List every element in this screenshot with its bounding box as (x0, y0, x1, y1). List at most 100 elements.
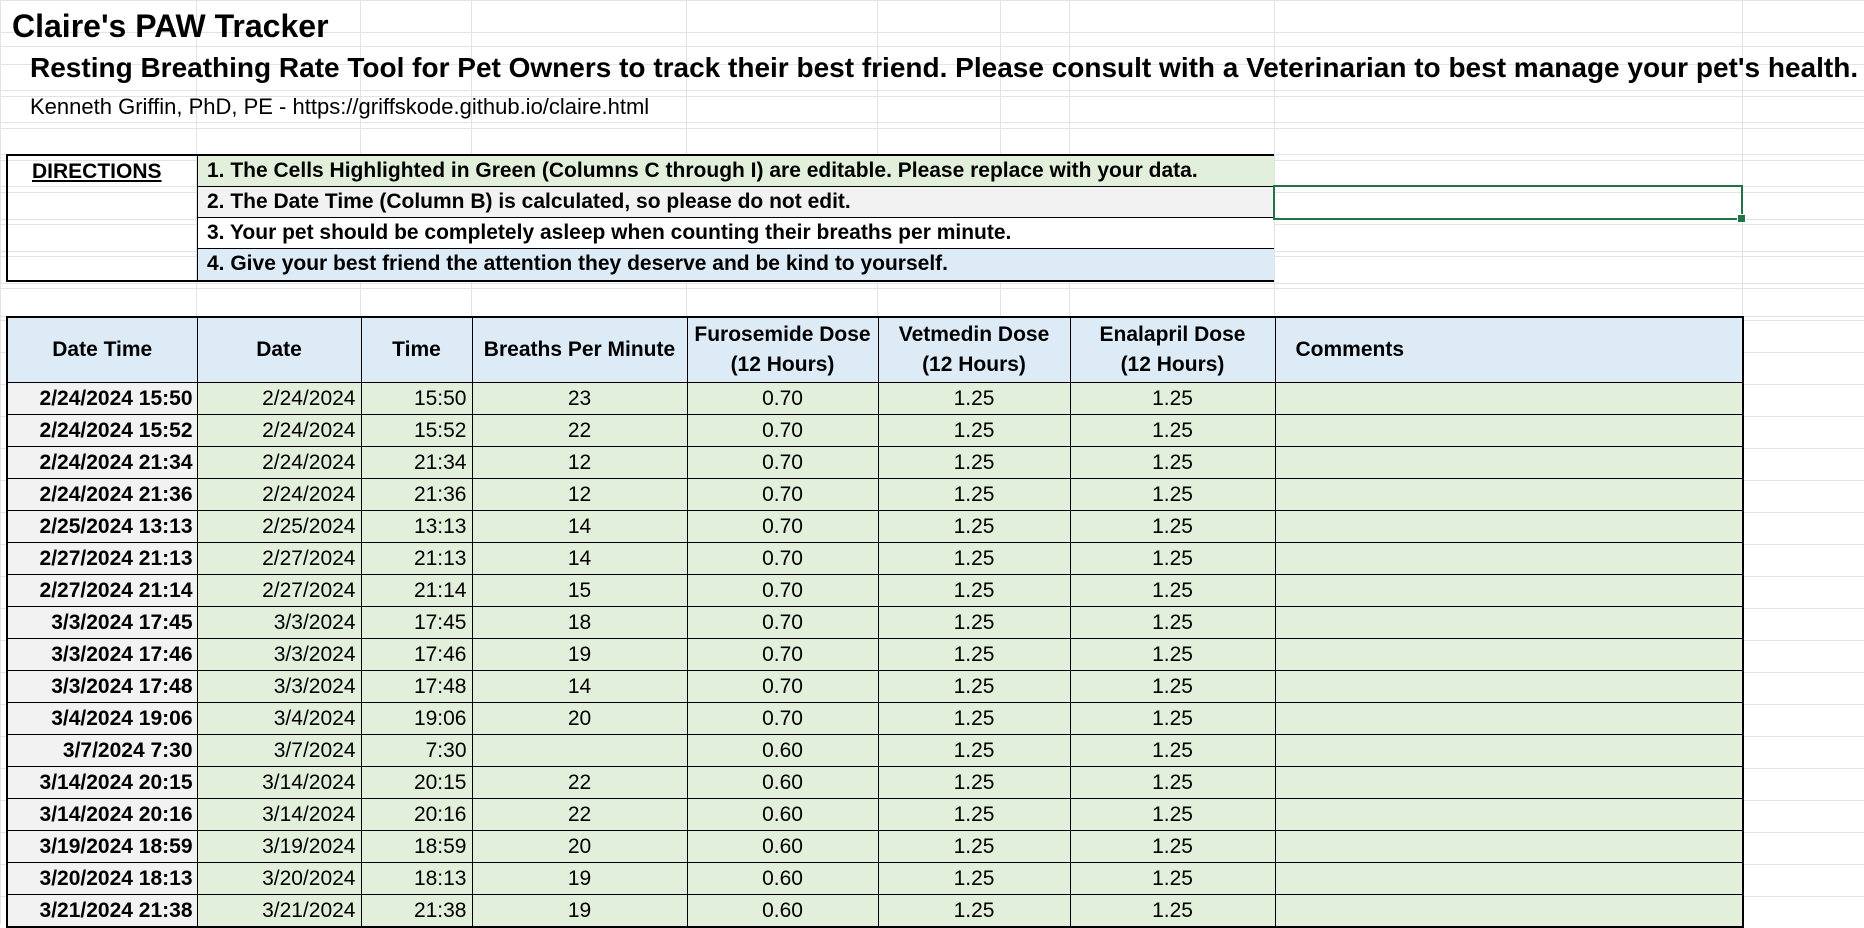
header-date[interactable]: Date (196, 316, 362, 383)
cell-breaths-per-minute[interactable]: 12 (471, 478, 688, 511)
sheet-title[interactable]: Claire's PAW Tracker (12, 8, 329, 44)
cell-date-time[interactable]: 2/24/2024 21:36 (6, 478, 198, 511)
cell-breaths-per-minute[interactable]: 14 (471, 670, 688, 703)
cell-enalapril-dose[interactable]: 1.25 (1069, 446, 1276, 479)
cell-time[interactable]: 17:48 (360, 670, 473, 703)
cell-time[interactable]: 21:38 (360, 894, 473, 928)
cell-time[interactable]: 18:13 (360, 862, 473, 895)
cell-vetmedin-dose[interactable]: 1.25 (877, 830, 1071, 863)
cell-enalapril-dose[interactable]: 1.25 (1069, 830, 1276, 863)
cell-vetmedin-dose[interactable]: 1.25 (877, 414, 1071, 447)
cell-date[interactable]: 3/14/2024 (196, 766, 362, 799)
cell-enalapril-dose[interactable]: 1.25 (1069, 510, 1276, 543)
directions-label-cell[interactable]: DIRECTIONS (8, 156, 198, 280)
cell-time[interactable]: 21:36 (360, 478, 473, 511)
sheet-subtitle[interactable]: Resting Breathing Rate Tool for Pet Owne… (30, 52, 1859, 83)
header-furosemide-dose[interactable]: Furosemide Dose (12 Hours) (686, 316, 879, 383)
cell-enalapril-dose[interactable]: 1.25 (1069, 478, 1276, 511)
cell-vetmedin-dose[interactable]: 1.25 (877, 510, 1071, 543)
cell-date-time[interactable]: 3/14/2024 20:16 (6, 798, 198, 831)
cell-date[interactable]: 3/20/2024 (196, 862, 362, 895)
header-enalapril-dose[interactable]: Enalapril Dose (12 Hours) (1069, 316, 1276, 383)
cell-comments[interactable] (1274, 510, 1744, 543)
cell-date[interactable]: 3/3/2024 (196, 606, 362, 639)
cell-comments[interactable] (1274, 670, 1744, 703)
cell-date-time[interactable]: 2/24/2024 21:34 (6, 446, 198, 479)
cell-enalapril-dose[interactable]: 1.25 (1069, 766, 1276, 799)
cell-comments[interactable] (1274, 574, 1744, 607)
cell-furosemide-dose[interactable]: 0.70 (686, 478, 879, 511)
cell-vetmedin-dose[interactable]: 1.25 (877, 702, 1071, 735)
cell-comments[interactable] (1274, 606, 1744, 639)
cell-vetmedin-dose[interactable]: 1.25 (877, 862, 1071, 895)
cell-enalapril-dose[interactable]: 1.25 (1069, 638, 1276, 671)
cell-furosemide-dose[interactable]: 0.70 (686, 606, 879, 639)
cell-breaths-per-minute[interactable]: 18 (471, 606, 688, 639)
cell-date-time[interactable]: 2/27/2024 21:13 (6, 542, 198, 575)
cell-furosemide-dose[interactable]: 0.60 (686, 798, 879, 831)
cell-comments[interactable] (1274, 478, 1744, 511)
cell-time[interactable]: 20:16 (360, 798, 473, 831)
cell-date-time[interactable]: 2/24/2024 15:52 (6, 414, 198, 447)
cell-vetmedin-dose[interactable]: 1.25 (877, 446, 1071, 479)
cell-comments[interactable] (1274, 542, 1744, 575)
cell-vetmedin-dose[interactable]: 1.25 (877, 894, 1071, 928)
cell-date-time[interactable]: 3/21/2024 21:38 (6, 894, 198, 928)
direction-item-2[interactable]: 2. The Date Time (Column B) is calculate… (198, 187, 1274, 218)
cell-vetmedin-dose[interactable]: 1.25 (877, 574, 1071, 607)
cell-furosemide-dose[interactable]: 0.70 (686, 670, 879, 703)
direction-item-1[interactable]: 1. The Cells Highlighted in Green (Colum… (198, 156, 1274, 187)
cell-date-time[interactable]: 3/19/2024 18:59 (6, 830, 198, 863)
cell-breaths-per-minute[interactable]: 23 (471, 382, 688, 415)
cell-comments[interactable] (1274, 862, 1744, 895)
cell-vetmedin-dose[interactable]: 1.25 (877, 382, 1071, 415)
cell-enalapril-dose[interactable]: 1.25 (1069, 862, 1276, 895)
cell-date-time[interactable]: 3/3/2024 17:48 (6, 670, 198, 703)
cell-comments[interactable] (1274, 798, 1744, 831)
cell-furosemide-dose[interactable]: 0.60 (686, 734, 879, 767)
cell-vetmedin-dose[interactable]: 1.25 (877, 798, 1071, 831)
cell-vetmedin-dose[interactable]: 1.25 (877, 478, 1071, 511)
cell-date-time[interactable]: 2/27/2024 21:14 (6, 574, 198, 607)
cell-breaths-per-minute[interactable]: 19 (471, 862, 688, 895)
header-vetmedin-dose[interactable]: Vetmedin Dose (12 Hours) (877, 316, 1071, 383)
cell-vetmedin-dose[interactable]: 1.25 (877, 638, 1071, 671)
cell-date[interactable]: 2/24/2024 (196, 414, 362, 447)
cell-furosemide-dose[interactable]: 0.70 (686, 702, 879, 735)
cell-time[interactable]: 21:34 (360, 446, 473, 479)
cell-date[interactable]: 3/21/2024 (196, 894, 362, 928)
cell-date-time[interactable]: 3/4/2024 19:06 (6, 702, 198, 735)
cell-date[interactable]: 3/3/2024 (196, 638, 362, 671)
cell-date-time[interactable]: 3/14/2024 20:15 (6, 766, 198, 799)
cell-enalapril-dose[interactable]: 1.25 (1069, 798, 1276, 831)
cell-comments[interactable] (1274, 734, 1744, 767)
cell-furosemide-dose[interactable]: 0.60 (686, 862, 879, 895)
cell-comments[interactable] (1274, 894, 1744, 928)
cell-vetmedin-dose[interactable]: 1.25 (877, 734, 1071, 767)
cell-comments[interactable] (1274, 446, 1744, 479)
cell-time[interactable]: 18:59 (360, 830, 473, 863)
cell-time[interactable]: 17:45 (360, 606, 473, 639)
cell-vetmedin-dose[interactable]: 1.25 (877, 766, 1071, 799)
cell-time[interactable]: 13:13 (360, 510, 473, 543)
cell-vetmedin-dose[interactable]: 1.25 (877, 542, 1071, 575)
cell-vetmedin-dose[interactable]: 1.25 (877, 670, 1071, 703)
cell-breaths-per-minute[interactable]: 15 (471, 574, 688, 607)
header-comments[interactable]: Comments (1274, 316, 1744, 383)
cell-date[interactable]: 2/27/2024 (196, 574, 362, 607)
cell-enalapril-dose[interactable]: 1.25 (1069, 702, 1276, 735)
cell-breaths-per-minute[interactable]: 19 (471, 894, 688, 928)
cell-furosemide-dose[interactable]: 0.60 (686, 766, 879, 799)
cell-time[interactable]: 17:46 (360, 638, 473, 671)
cell-date[interactable]: 2/27/2024 (196, 542, 362, 575)
cell-breaths-per-minute[interactable]: 19 (471, 638, 688, 671)
cell-breaths-per-minute[interactable]: 22 (471, 798, 688, 831)
cell-furosemide-dose[interactable]: 0.70 (686, 446, 879, 479)
cell-time[interactable]: 15:50 (360, 382, 473, 415)
cell-date-time[interactable]: 2/24/2024 15:50 (6, 382, 198, 415)
cell-time[interactable]: 21:14 (360, 574, 473, 607)
cell-comments[interactable] (1274, 830, 1744, 863)
cell-comments[interactable] (1274, 766, 1744, 799)
cell-enalapril-dose[interactable]: 1.25 (1069, 606, 1276, 639)
cell-furosemide-dose[interactable]: 0.70 (686, 382, 879, 415)
